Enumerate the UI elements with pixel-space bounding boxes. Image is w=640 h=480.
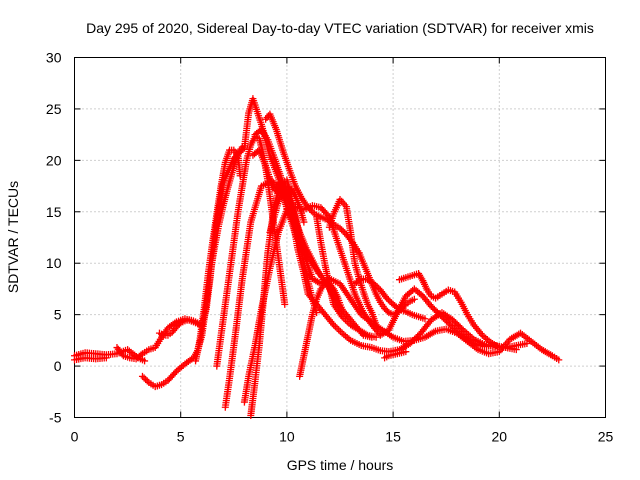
data-point: [495, 344, 503, 352]
data-point: [402, 348, 410, 356]
chart-title: Day 295 of 2020, Sidereal Day-to-day VTE…: [86, 20, 594, 36]
data-point: [410, 295, 418, 303]
data-point: [315, 270, 323, 277]
data-point: [306, 205, 314, 213]
series-trace-u: [266, 182, 308, 236]
x-tick-label: 10: [279, 429, 295, 445]
series-trace-l: [395, 270, 503, 352]
data-point: [372, 333, 380, 341]
data-point: [336, 224, 344, 232]
data-point: [356, 276, 364, 284]
y-tick-label: 5: [54, 307, 62, 323]
y-tick-label: 30: [46, 50, 62, 66]
y-tick-labels: -5 0 5 10 15 20 25 30: [46, 50, 62, 426]
data-point: [137, 351, 145, 359]
x-tick-label: 20: [492, 429, 508, 445]
data-point: [338, 226, 346, 234]
data-point: [141, 357, 149, 365]
y-tick-label: -5: [49, 410, 62, 426]
data-point: [281, 300, 289, 308]
x-tick-label: 0: [71, 429, 79, 445]
y-tick-label: 15: [46, 204, 62, 220]
data-point: [347, 237, 355, 245]
data-point: [372, 321, 380, 329]
y-tick-label: 0: [54, 358, 62, 374]
x-tick-label: 25: [598, 429, 614, 445]
data-point: [384, 296, 392, 304]
tick-marks: [74, 57, 606, 418]
series-trace-t: [155, 316, 206, 339]
y-tick-label: 10: [46, 255, 62, 271]
x-tick-label: 5: [177, 429, 185, 445]
data-point: [138, 372, 146, 380]
data-point: [140, 374, 148, 382]
data-point: [386, 297, 394, 305]
data-point: [458, 325, 466, 333]
data-point: [300, 218, 308, 226]
data-point: [338, 306, 346, 313]
data-point: [238, 143, 246, 151]
series-trace-p: [251, 126, 323, 277]
y-tick-label: 20: [46, 152, 62, 168]
data-point: [555, 356, 563, 364]
data-point: [383, 294, 391, 302]
series-trace-s: [296, 280, 346, 380]
data-point: [309, 208, 317, 216]
data-point: [304, 204, 312, 212]
data-point: [143, 377, 151, 385]
data-point: [175, 320, 183, 328]
data-point: [102, 354, 110, 362]
data-point: [421, 315, 429, 323]
series-trace-o: [213, 133, 289, 370]
data-series: [71, 95, 563, 419]
data-point: [307, 207, 315, 215]
data-point: [142, 375, 150, 383]
data-point: [400, 302, 408, 310]
plot-frame: [74, 57, 606, 418]
x-axis-label: GPS time / hours: [287, 457, 394, 473]
data-point: [198, 321, 206, 329]
x-tick-labels: 0 5 10 15 20 25: [71, 429, 614, 445]
data-point: [324, 211, 332, 219]
data-point: [339, 227, 347, 235]
y-axis-label: SDTVAR / TECUs: [5, 181, 21, 293]
x-tick-label: 15: [385, 429, 401, 445]
series-trace-d: [138, 143, 246, 391]
series-trace-r: [355, 249, 418, 319]
series-trace-b: [71, 354, 110, 364]
y-tick-label: 25: [46, 101, 62, 117]
series-trace-n: [381, 348, 410, 362]
gridlines: [74, 57, 606, 418]
data-point: [383, 307, 391, 315]
